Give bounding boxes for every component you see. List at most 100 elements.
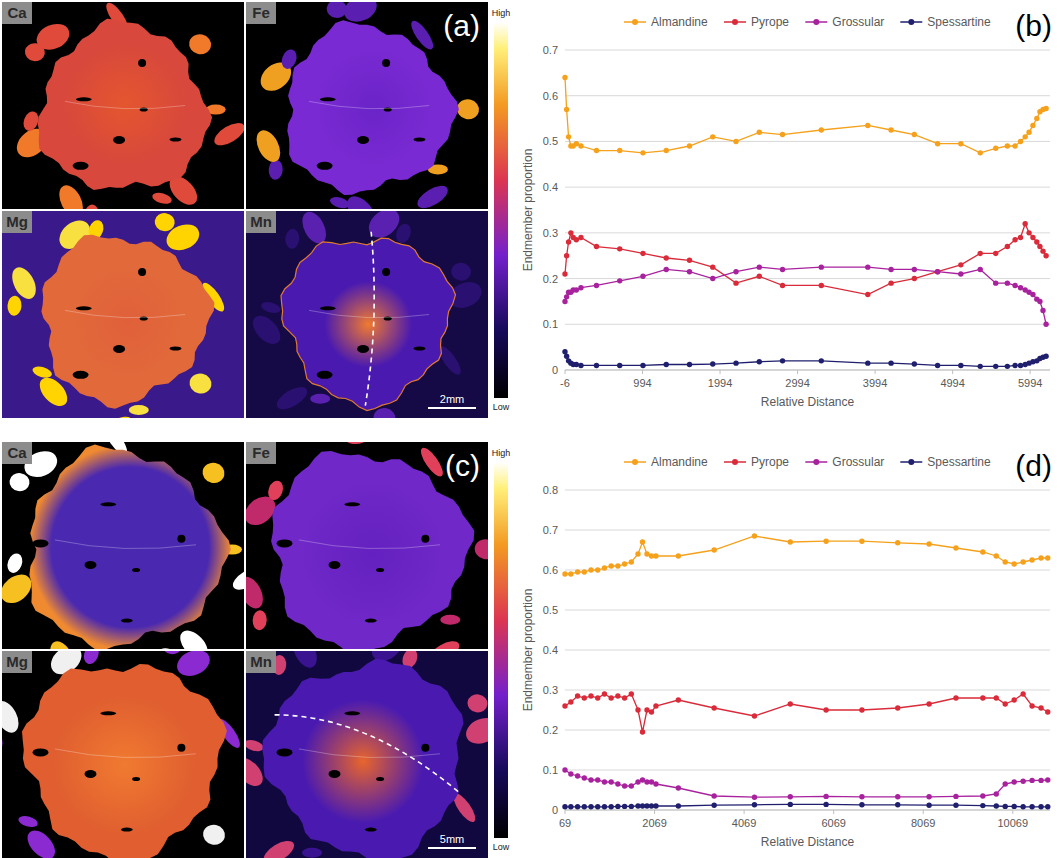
element-map bbox=[246, 2, 488, 209]
series-marker bbox=[1045, 555, 1050, 560]
legend-marker bbox=[813, 19, 819, 25]
legend-label: Almandine bbox=[651, 455, 708, 469]
grid-line bbox=[565, 50, 1050, 51]
x-tick bbox=[923, 810, 924, 814]
series-marker bbox=[622, 804, 627, 809]
inclusion bbox=[357, 136, 369, 144]
series-marker bbox=[687, 258, 692, 263]
inclusion bbox=[177, 744, 185, 752]
scale-bar-label: 5mm bbox=[440, 833, 464, 845]
matrix-patch bbox=[84, 204, 99, 209]
crack bbox=[299, 540, 440, 549]
matrix-patch bbox=[175, 626, 213, 649]
series-marker bbox=[653, 553, 658, 558]
matrix-patch bbox=[288, 651, 321, 671]
series-line bbox=[565, 770, 1048, 797]
series-marker bbox=[640, 274, 645, 279]
series-marker bbox=[935, 269, 940, 274]
legend-label: Grossular bbox=[832, 455, 884, 469]
series-marker bbox=[788, 701, 793, 706]
series-marker bbox=[617, 148, 622, 153]
matrix-patch bbox=[201, 461, 227, 485]
matrix-patch bbox=[33, 19, 74, 54]
matrix-patch bbox=[163, 220, 204, 255]
y-tick-label: 0.6 bbox=[543, 564, 558, 576]
y-tick-label: 0.1 bbox=[543, 318, 558, 330]
inclusion bbox=[277, 748, 293, 756]
series-marker bbox=[595, 567, 600, 572]
series-marker bbox=[780, 283, 785, 288]
inclusion bbox=[100, 711, 116, 715]
series-marker bbox=[1005, 364, 1010, 369]
series-marker bbox=[575, 773, 580, 778]
inclusion bbox=[384, 317, 392, 321]
x-axis-title: Relative Distance bbox=[761, 395, 855, 409]
series-marker bbox=[575, 693, 580, 698]
series-marker bbox=[602, 691, 607, 696]
series-marker bbox=[588, 693, 593, 698]
figure: CaFe(a)Mg2mmMnHighLowCaFe(c)Mg5mmMnHighL… bbox=[0, 0, 1061, 858]
series-marker bbox=[635, 551, 640, 556]
series-marker bbox=[1045, 777, 1050, 782]
x-tick bbox=[833, 810, 834, 814]
y-axis-title: Endmember proportion bbox=[521, 589, 535, 712]
legend: AlmandinePyropeGrossularSpessartine bbox=[624, 455, 991, 469]
series-marker bbox=[819, 358, 824, 363]
element-label: Mn bbox=[250, 653, 272, 670]
chart-background bbox=[518, 442, 1058, 858]
series-line bbox=[565, 694, 1048, 732]
x-tick-label: 4069 bbox=[732, 817, 756, 829]
element-label-box bbox=[246, 2, 276, 24]
series-marker bbox=[1022, 221, 1027, 226]
series-marker bbox=[1018, 363, 1023, 368]
inclusion bbox=[113, 345, 125, 353]
crack bbox=[299, 749, 440, 758]
series-marker bbox=[993, 280, 998, 285]
series-marker bbox=[980, 549, 985, 554]
series-marker bbox=[1011, 697, 1016, 702]
legend-label: Spessartine bbox=[927, 15, 991, 29]
series-line bbox=[565, 77, 1046, 152]
element-label-box bbox=[246, 651, 276, 673]
grid-line bbox=[565, 232, 1050, 233]
crack bbox=[55, 749, 196, 758]
y-tick-label: 0.3 bbox=[543, 227, 558, 239]
inclusion bbox=[132, 777, 140, 781]
series-marker bbox=[710, 276, 715, 281]
series-marker bbox=[912, 361, 917, 366]
inclusion bbox=[33, 748, 49, 756]
inclusion bbox=[33, 539, 49, 547]
inclusion bbox=[376, 568, 384, 572]
legend-item: Grossular bbox=[805, 15, 884, 29]
series-marker bbox=[562, 767, 567, 772]
element-label: Ca bbox=[7, 444, 27, 461]
inclusion bbox=[177, 535, 185, 543]
inclusion bbox=[138, 268, 146, 276]
series-marker bbox=[578, 143, 583, 148]
element-map bbox=[2, 651, 244, 858]
matrix-patch bbox=[81, 651, 101, 666]
series-marker bbox=[935, 141, 940, 146]
legend-marker bbox=[732, 459, 738, 465]
matrix-patch bbox=[7, 263, 40, 302]
series-marker bbox=[1029, 557, 1034, 562]
series-marker bbox=[594, 148, 599, 153]
series-marker bbox=[888, 280, 893, 285]
series-marker bbox=[617, 246, 622, 251]
series-marker bbox=[676, 803, 681, 808]
inclusion bbox=[414, 347, 426, 351]
series-marker bbox=[574, 141, 579, 146]
series-marker bbox=[629, 783, 634, 788]
series-marker bbox=[978, 267, 983, 272]
series-marker bbox=[1038, 555, 1043, 560]
matrix-patch bbox=[302, 848, 322, 858]
legend: AlmandinePyropeGrossularSpessartine bbox=[624, 15, 991, 29]
map-background bbox=[2, 211, 244, 418]
matrix-patch bbox=[45, 637, 78, 649]
series-marker bbox=[640, 251, 645, 256]
series-marker bbox=[562, 571, 567, 576]
grid-line bbox=[565, 770, 1050, 771]
x-axis bbox=[565, 810, 1050, 811]
y-tick-label: 0.2 bbox=[543, 724, 558, 736]
series-marker bbox=[788, 802, 793, 807]
